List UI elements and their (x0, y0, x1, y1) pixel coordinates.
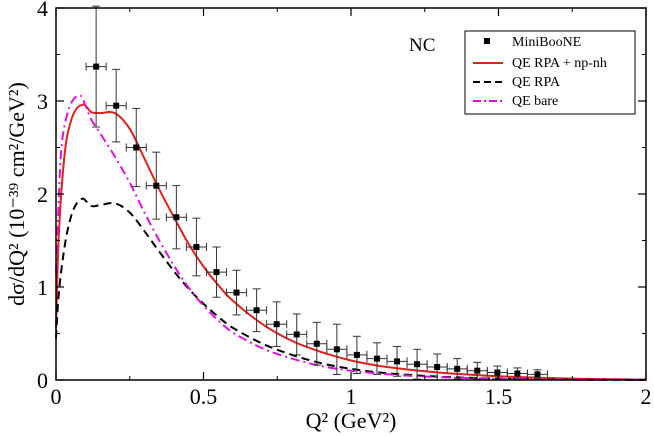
y-tick-label: 1 (37, 275, 48, 300)
data-point (306, 321, 328, 366)
data-point (286, 313, 308, 356)
data-point (466, 361, 488, 380)
data-marker (173, 214, 180, 221)
annotation-label: NC (409, 35, 435, 56)
data-point (205, 246, 228, 298)
x-ticks: 0 0.5 1 1.5 2 (51, 8, 652, 409)
x-tick-label: 1.5 (485, 384, 513, 409)
x-tick-label: 0.5 (190, 384, 218, 409)
x-tick-label: 0 (51, 384, 62, 409)
legend-label-qe-bare: QE bare (512, 94, 558, 109)
y-tick-label: 3 (37, 89, 48, 114)
data-marker (514, 370, 521, 377)
legend: MiniBooNE QE RPA + np-nh QE RPA QE bare (464, 30, 636, 115)
data-point (526, 369, 548, 380)
data-point (226, 269, 248, 316)
data-marker (193, 244, 200, 251)
data-marker (233, 289, 240, 296)
data-point (246, 288, 268, 333)
y-ticks: 0 1 2 3 4 (37, 0, 646, 393)
y-tick-label: 4 (37, 0, 48, 21)
qe-bare-curve (55, 94, 647, 381)
data-marker (474, 367, 481, 374)
data-marker (133, 144, 140, 151)
data-point (185, 217, 207, 277)
qe-rpa-curve (55, 197, 647, 381)
data-marker (153, 182, 160, 189)
curves-layer (55, 94, 647, 381)
data-marker (313, 340, 320, 347)
x-tick-label: 1 (346, 384, 357, 409)
data-marker (494, 369, 501, 376)
data-marker (394, 358, 401, 365)
y-tick-label: 2 (37, 182, 48, 207)
data-marker (333, 346, 340, 353)
data-point (105, 68, 127, 143)
data-point (266, 301, 288, 348)
data-marker (534, 371, 541, 378)
legend-label-rpa-npnh: QE RPA + np-nh (512, 56, 607, 71)
data-point (85, 5, 107, 128)
rpa-npnh-curve (55, 103, 647, 381)
data-point (366, 342, 388, 375)
data-marker (373, 355, 380, 362)
data-points-layer (85, 5, 548, 381)
legend-label-qe-rpa: QE RPA (512, 75, 561, 90)
data-point (145, 151, 167, 220)
data-marker (293, 331, 300, 338)
data-marker (454, 365, 461, 372)
data-point (446, 358, 468, 380)
data-marker (93, 63, 100, 70)
y-tick-label: 0 (37, 368, 48, 393)
data-marker (434, 363, 441, 370)
x-tick-label: 2 (641, 384, 652, 409)
data-point (346, 335, 368, 374)
data-marker (353, 351, 360, 358)
data-marker (273, 321, 280, 328)
x-axis-title: Q² (GeV²) (306, 408, 397, 433)
legend-swatch-minibooNE (484, 38, 490, 44)
data-point (125, 107, 147, 188)
data-marker (113, 102, 120, 109)
data-point (426, 353, 448, 381)
data-marker (213, 269, 220, 276)
y-axis-title: dσ/dQ² (10⁻³⁹ cm²/GeV²) (4, 82, 29, 306)
data-point (406, 348, 428, 380)
data-marker (253, 307, 260, 314)
data-marker (414, 361, 421, 368)
data-point (165, 185, 187, 250)
data-point (386, 346, 408, 377)
legend-label-minibooNE: MiniBooNE (512, 35, 581, 50)
